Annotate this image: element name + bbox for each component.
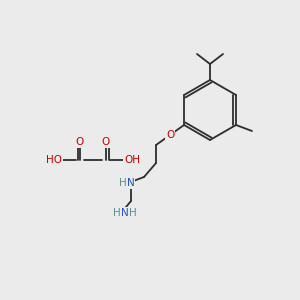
Text: H: H bbox=[119, 178, 127, 188]
Text: H: H bbox=[113, 208, 121, 218]
Text: N: N bbox=[127, 178, 135, 188]
Text: N: N bbox=[121, 208, 129, 218]
Text: O: O bbox=[76, 137, 84, 147]
Text: H: H bbox=[129, 208, 137, 218]
Text: HO: HO bbox=[46, 155, 62, 165]
Text: O: O bbox=[166, 130, 174, 140]
Text: O: O bbox=[102, 137, 110, 147]
Text: OH: OH bbox=[124, 155, 140, 165]
